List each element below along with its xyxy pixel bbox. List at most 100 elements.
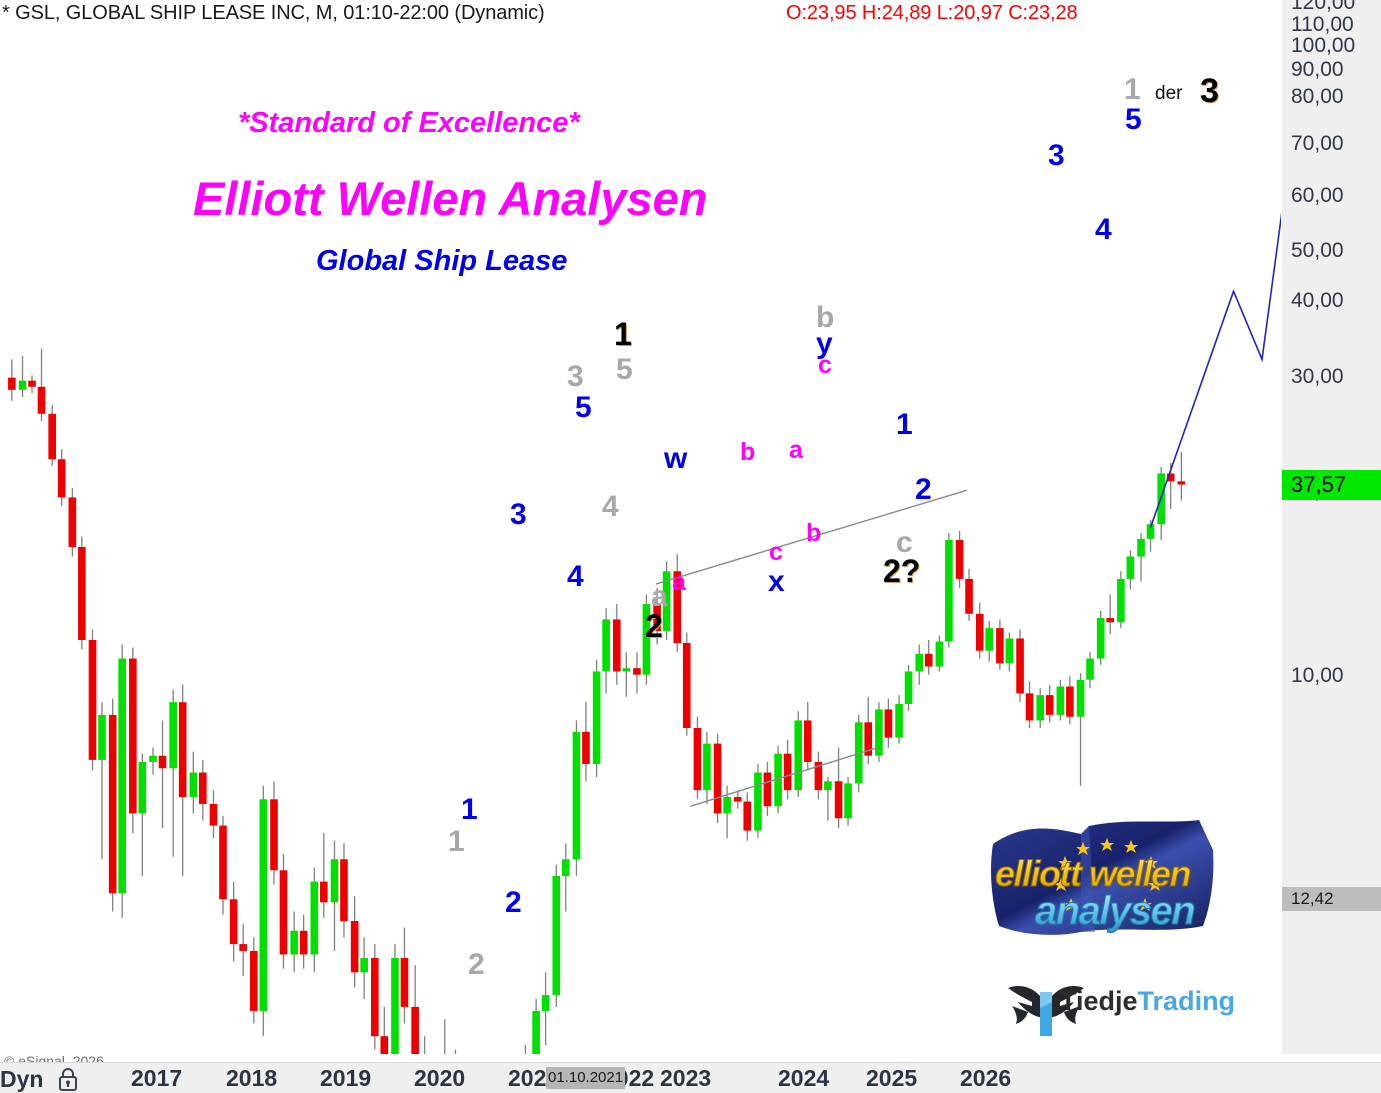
candle-body xyxy=(582,731,590,765)
candle-body xyxy=(8,377,16,390)
wave-label: x xyxy=(768,565,785,598)
wave-label: b xyxy=(740,438,756,466)
candle-body xyxy=(98,714,106,760)
wave-label: y xyxy=(816,327,833,360)
wave-label: 5 xyxy=(1125,103,1142,136)
price-tick: 40,00 xyxy=(1291,289,1344,312)
candle-body xyxy=(129,658,137,814)
candle-body xyxy=(169,702,177,769)
title-standard-of-excellence: *Standard of Excellence* xyxy=(238,107,580,139)
wave-label: c xyxy=(818,351,832,379)
candle-body xyxy=(1076,679,1085,717)
candle-body xyxy=(985,628,994,651)
svg-text:analysen: analysen xyxy=(1035,889,1194,933)
wave-label: b xyxy=(816,301,835,334)
cursor-date-badge: 01.10.2021 xyxy=(546,1067,626,1089)
dyn-mode-label: Dyn xyxy=(0,1066,44,1092)
time-tick: 2025 xyxy=(866,1065,918,1091)
wave-label: 3 xyxy=(1200,72,1219,110)
candle-body xyxy=(723,796,731,814)
wave-label: 4 xyxy=(1095,213,1112,246)
eu-flag-icon: elliott wellen analysen xyxy=(991,820,1214,935)
candle-body xyxy=(1117,578,1125,623)
candle-body xyxy=(693,728,702,791)
candle-body xyxy=(149,755,157,762)
candle-body xyxy=(1177,481,1186,485)
candle-body xyxy=(763,772,772,807)
price-tick: 70,00 xyxy=(1291,132,1344,155)
candle-body xyxy=(88,639,97,760)
channel-upper-line[interactable] xyxy=(655,489,967,585)
candle-body xyxy=(239,944,247,951)
candle-body xyxy=(78,546,86,640)
wave-label: b xyxy=(806,519,822,547)
candle-body xyxy=(996,628,1004,664)
tiedje-trading-wordmark: TiedjeTrading xyxy=(1060,986,1235,1017)
candlestick-canvas xyxy=(8,175,1281,1054)
time-tick: 2018 xyxy=(226,1065,278,1091)
der-label: der xyxy=(1155,83,1183,104)
candle-body xyxy=(189,772,198,797)
candle-body xyxy=(57,459,66,498)
chart-plot-area[interactable]: *Standard of Excellence* Elliott Wellen … xyxy=(0,26,1281,1054)
candle-body xyxy=(824,781,832,791)
time-tick: 2020 xyxy=(414,1065,466,1091)
cursor-price-badge: 12,42 xyxy=(1282,886,1381,911)
candle-body xyxy=(794,720,803,791)
wave-label: 2? xyxy=(883,553,921,589)
candle-body xyxy=(662,571,671,632)
candle-body xyxy=(945,539,953,642)
candle-body xyxy=(340,859,348,922)
candle-body xyxy=(138,761,147,814)
chart-header: * GSL, GLOBAL SHIP LEASE INC, M, 01:10-2… xyxy=(0,0,1381,26)
candle-body xyxy=(642,604,651,675)
candle-body xyxy=(118,658,126,894)
wave-label: a xyxy=(672,568,686,596)
wave-label: a xyxy=(789,436,803,464)
wave-label: 5 xyxy=(575,391,592,424)
candle-body xyxy=(229,899,238,945)
price-tick: 100,00 xyxy=(1291,34,1356,57)
time-axis[interactable]: Dyn 2017 2018 2019 2020 2021 2022 2023 2024 2025… xyxy=(0,1062,1381,1093)
price-tick: 50,00 xyxy=(1291,239,1344,262)
candle-body xyxy=(1106,618,1114,623)
wave-label: 3 xyxy=(510,498,527,531)
candle-body xyxy=(18,380,27,390)
candle-body xyxy=(875,709,883,756)
candle-body xyxy=(703,743,711,791)
price-tick: 10,00 xyxy=(1291,664,1344,687)
projection-path[interactable] xyxy=(1149,175,1281,528)
candle-body xyxy=(673,571,682,644)
projection-path-group xyxy=(1149,175,1281,528)
candle-body xyxy=(360,957,368,973)
candle-body xyxy=(1146,524,1155,539)
candle-body xyxy=(743,801,752,831)
candle-body xyxy=(783,753,792,791)
candle-body xyxy=(532,1010,540,1054)
candle-body xyxy=(682,643,691,729)
candle-body xyxy=(48,413,56,460)
wave-label: 3 xyxy=(567,360,584,393)
symbol-info: * GSL, GLOBAL SHIP LEASE INC, M, 01:10-2… xyxy=(2,2,545,24)
candle-body xyxy=(37,386,46,414)
candle-body xyxy=(844,783,852,819)
candle-body xyxy=(178,702,187,797)
lock-icon[interactable] xyxy=(57,1067,79,1091)
bull-head-icon xyxy=(1008,986,1084,1036)
channel-lower-line[interactable] xyxy=(690,746,878,807)
candle-body xyxy=(350,921,359,973)
candle-body xyxy=(199,772,207,804)
candle-body xyxy=(320,881,328,903)
candle-body xyxy=(935,641,944,667)
wave-label: 4 xyxy=(602,490,619,523)
candle-body xyxy=(915,653,924,672)
candle-body xyxy=(1016,638,1024,694)
candle-body xyxy=(1036,695,1045,721)
wave-label: c xyxy=(896,526,913,559)
candle-body xyxy=(541,995,550,1011)
price-axis[interactable]: 120,00 110,00 100,00 90,00 80,00 70,00 60,00 50… xyxy=(1281,0,1381,1054)
candle-body xyxy=(884,709,893,738)
candle-body xyxy=(108,714,117,894)
channel-lines-group xyxy=(655,489,967,807)
